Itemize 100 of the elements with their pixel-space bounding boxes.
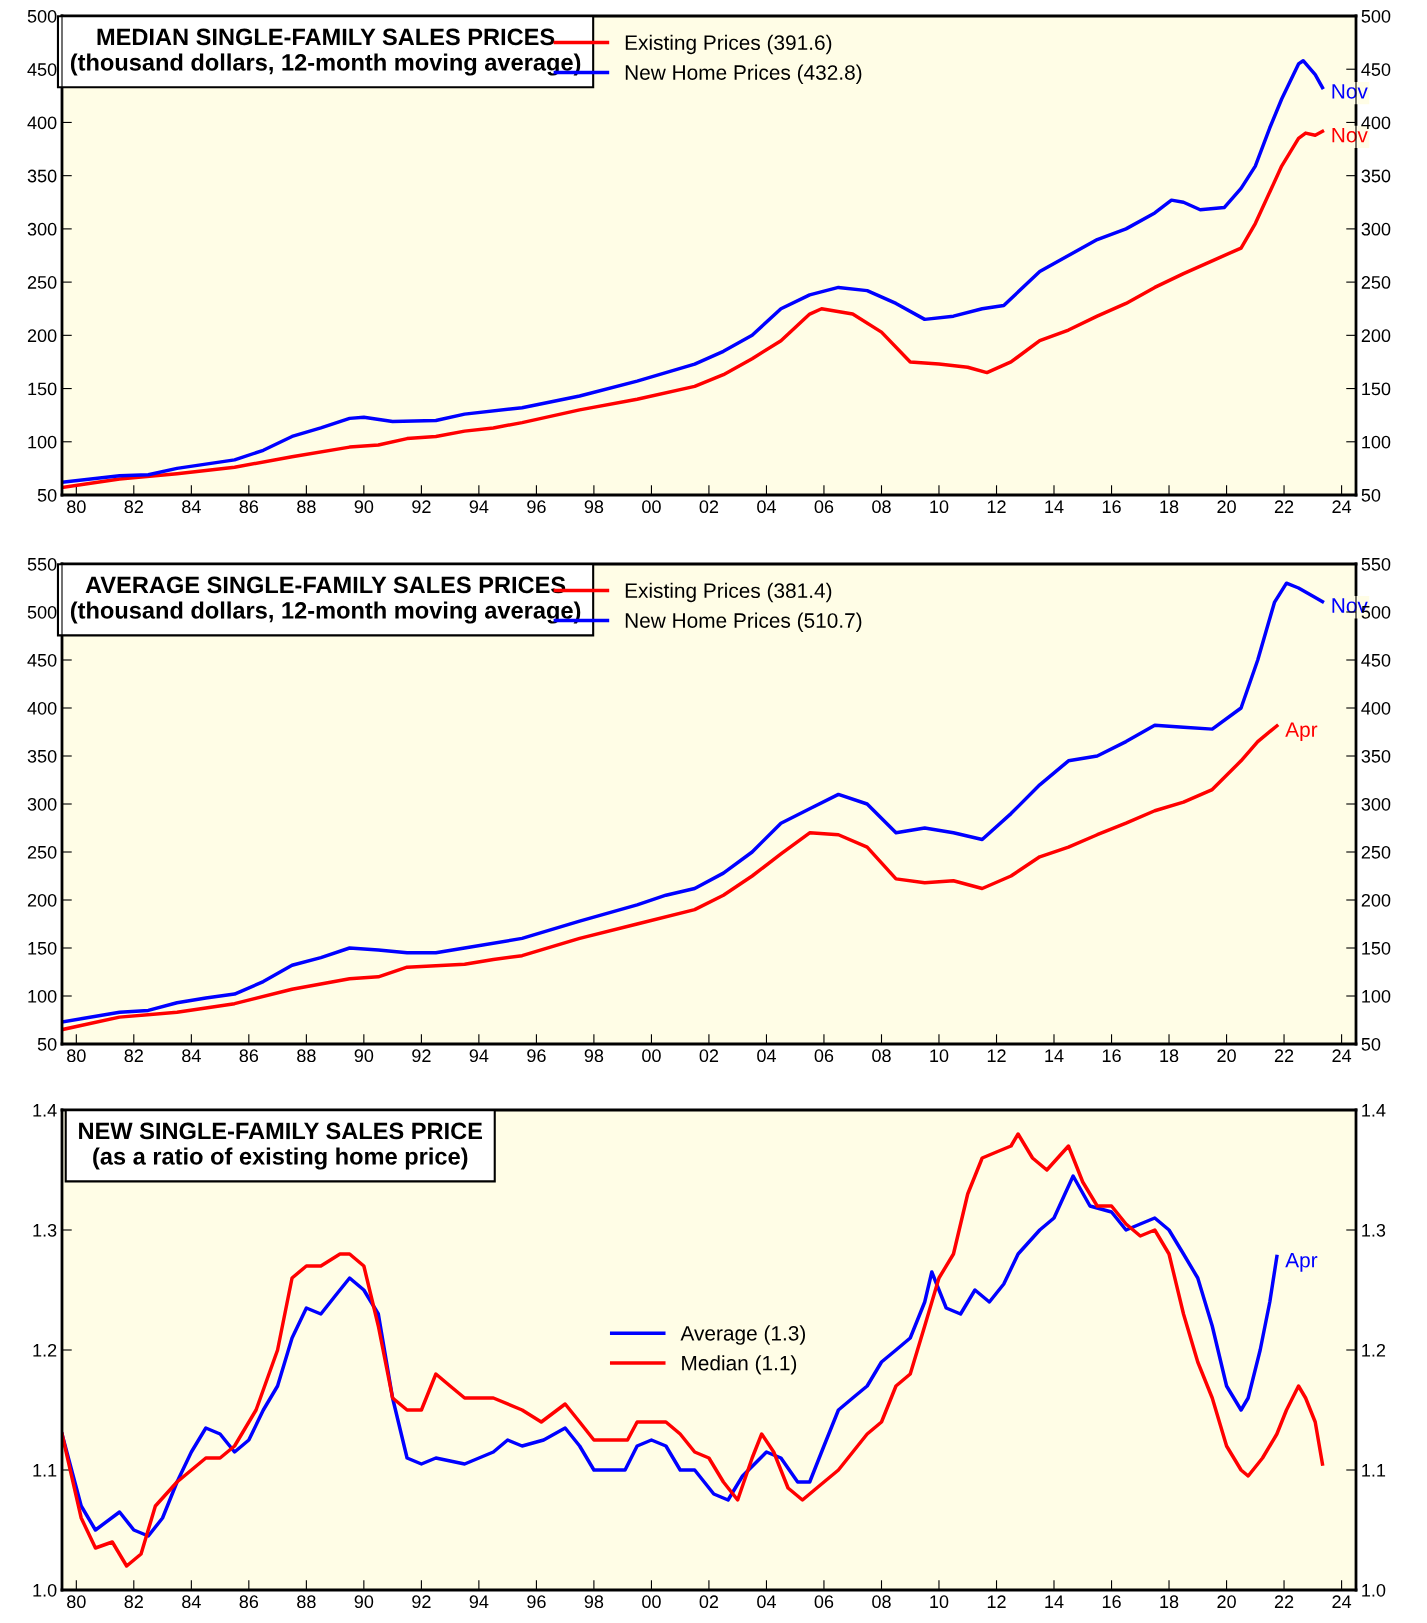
legend-label: Existing Prices (381.4) (625, 582, 832, 603)
y2-tick-label: 100 (1362, 989, 1391, 1003)
y2-tick-label: 150 (1362, 382, 1391, 396)
x-tick-label: 12 (987, 500, 1006, 513)
x-tick-label: 84 (182, 1049, 201, 1063)
y2-tick-label: 200 (1361, 329, 1391, 343)
x-tick-label: 82 (124, 500, 143, 514)
y-tick-label: 450 (27, 653, 57, 667)
y-tick-label: 300 (27, 797, 57, 811)
legend-label: New Home Prices (510.7) (625, 612, 862, 632)
x-tick-label: 02 (699, 1049, 719, 1063)
y-tick-label: 550 (27, 557, 57, 571)
x-tick-label: 04 (757, 1049, 776, 1063)
y-tick-label: 150 (28, 941, 57, 955)
y-tick-label: 400 (27, 116, 57, 130)
legend-label: Average (1.3) (680, 1325, 806, 1345)
x-tick-label: 80 (67, 1049, 86, 1063)
y2-tick-label: 250 (1361, 276, 1391, 289)
y2-tick-label: 1.3 (1362, 1223, 1386, 1237)
x-tick-label: 94 (469, 1595, 489, 1609)
y-tick-label: 350 (27, 749, 57, 763)
x-tick-label: 06 (814, 1595, 834, 1609)
x-tick-label: 12 (987, 1595, 1006, 1608)
y2-tick-label: 350 (1361, 169, 1391, 183)
y-tick-label: 250 (27, 845, 57, 859)
y2-tick-label: 1.1 (1362, 1464, 1386, 1477)
annotation: Apr (1285, 722, 1318, 742)
x-tick-label: 92 (412, 1049, 431, 1063)
x-tick-label: 24 (1332, 1595, 1352, 1608)
x-tick-label: 84 (182, 1595, 201, 1609)
annotation: Apr (1285, 1253, 1318, 1272)
x-tick-label: 18 (1160, 1049, 1179, 1063)
x-tick-label: 06 (814, 1049, 834, 1063)
y2-tick-label: 50 (1361, 488, 1381, 502)
x-tick-label: 08 (872, 1595, 891, 1609)
legend-label: New Home Prices (432.8) (625, 64, 862, 84)
x-tick-label: 84 (182, 500, 201, 514)
x-tick-label: 92 (412, 1595, 431, 1609)
y-tick-label: 250 (27, 276, 57, 289)
x-tick-label: 88 (297, 500, 316, 514)
line-series (62, 129, 1325, 490)
x-tick-label: 90 (354, 1049, 374, 1063)
x-tick-label: 82 (124, 1049, 143, 1063)
x-tick-label: 94 (469, 500, 489, 514)
x-tick-label: 96 (527, 1595, 546, 1609)
y-tick-label: 100 (28, 435, 57, 449)
x-tick-label: 24 (1332, 500, 1352, 513)
legend-label: Median (1.1) (682, 1355, 797, 1375)
x-tick-label: 08 (872, 1049, 891, 1063)
x-tick-label: 90 (354, 1595, 374, 1609)
x-tick-label: 20 (1217, 1049, 1236, 1063)
x-tick-label: 10 (930, 1049, 949, 1063)
y-tick-label: 1.2 (33, 1343, 57, 1357)
x-tick-label: 16 (1102, 500, 1121, 514)
y2-tick-label: 100 (1362, 435, 1391, 449)
x-tick-label: 10 (930, 1595, 949, 1609)
y2-tick-label: 450 (1361, 63, 1391, 76)
y-tick-label: 100 (28, 989, 57, 1003)
y-tick-label: 400 (27, 701, 57, 715)
x-tick-label: 20 (1217, 1595, 1236, 1609)
y2-tick-label: 50 (1361, 1037, 1381, 1051)
y2-tick-label: 1.0 (1362, 1583, 1386, 1597)
x-tick-label: 82 (124, 1595, 143, 1609)
x-tick-label: 14 (1045, 1595, 1064, 1608)
x-tick-label: 00 (642, 500, 661, 514)
x-tick-label: 16 (1102, 1595, 1121, 1609)
x-tick-label: 98 (584, 1049, 604, 1063)
x-tick-label: 08 (872, 500, 891, 514)
y2-tick-label: 1.4 (1362, 1104, 1386, 1117)
y2-tick-label: 450 (1361, 653, 1391, 667)
x-tick-label: 22 (1274, 500, 1294, 513)
x-tick-label: 90 (354, 500, 374, 514)
x-tick-label: 92 (412, 500, 431, 514)
y-tick-label: 1.1 (33, 1464, 57, 1477)
x-tick-label: 18 (1160, 500, 1179, 514)
y-tick-label: 500 (27, 9, 57, 23)
y-tick-label: 50 (37, 488, 57, 502)
x-tick-label: 10 (930, 500, 949, 514)
y2-tick-label: 250 (1361, 845, 1391, 859)
y-tick-label: 1.3 (33, 1223, 57, 1237)
y-tick-label: 500 (27, 605, 57, 619)
y2-tick-label: 550 (1361, 557, 1391, 571)
x-tick-label: 04 (757, 500, 776, 514)
x-tick-label: 96 (527, 1049, 546, 1063)
y2-tick-label: 200 (1361, 893, 1391, 907)
y-tick-label: 150 (28, 382, 57, 396)
legend-label: Existing Prices (391.6) (625, 34, 832, 55)
y-tick-label: 200 (27, 329, 57, 343)
x-tick-label: 88 (297, 1049, 316, 1063)
x-tick-label: 86 (239, 1049, 259, 1063)
x-tick-label: 18 (1160, 1595, 1179, 1609)
y-tick-label: 200 (27, 893, 57, 907)
x-tick-label: 98 (584, 500, 604, 514)
x-tick-label: 14 (1045, 1049, 1064, 1062)
y-tick-label: 50 (37, 1037, 57, 1051)
x-tick-label: 96 (527, 500, 546, 514)
x-tick-label: 80 (67, 500, 86, 514)
x-tick-label: 02 (699, 500, 719, 514)
x-tick-label: 16 (1102, 1049, 1121, 1063)
y2-tick-label: 350 (1361, 749, 1391, 763)
